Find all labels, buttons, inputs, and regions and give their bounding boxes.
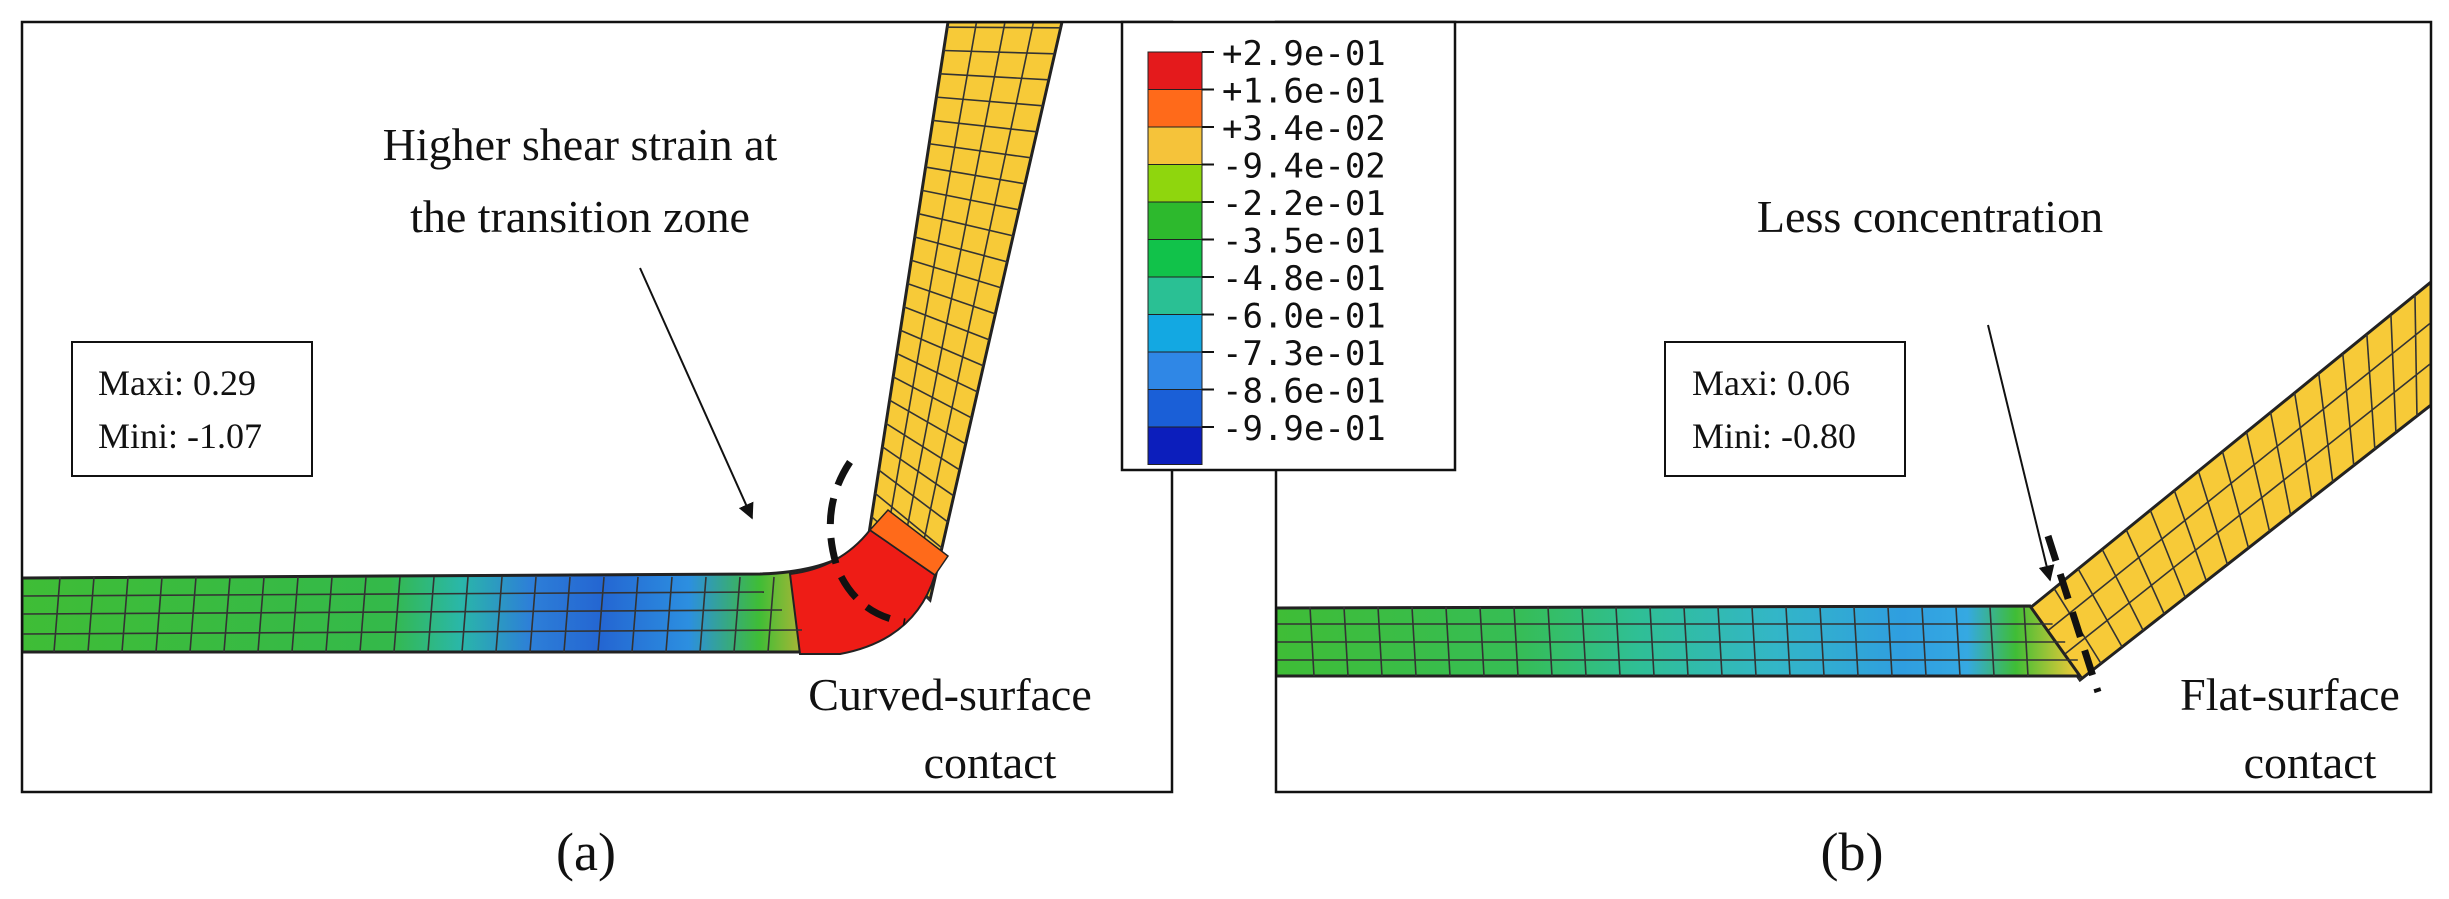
legend-label: -7.3e-01	[1222, 334, 1386, 374]
legend-color-bin	[1147, 164, 1203, 203]
panel-a-annotation-line1: Higher shear strain at	[383, 119, 778, 170]
legend-color-bin	[1147, 276, 1203, 315]
legend-label: -9.4e-02	[1222, 147, 1386, 187]
mesh-line	[597, 576, 605, 653]
mesh-line	[2293, 392, 2313, 499]
mesh-line	[155, 576, 163, 653]
panel-b-max-label: Maxi: 0.06	[1692, 363, 1850, 403]
legend-color-bin	[1147, 201, 1203, 240]
color-legend: +2.9e-01+1.6e-01+3.4e-02-9.4e-02-2.2e-01…	[1120, 20, 1457, 472]
panel-a-caption: (a)	[556, 822, 616, 882]
panel-a-transition-arc	[826, 460, 906, 626]
mesh-line	[23, 629, 803, 635]
mesh-line	[291, 576, 299, 653]
mesh-line	[23, 591, 765, 597]
panel-b-transition-line	[2044, 534, 2102, 694]
mesh-line	[2269, 412, 2292, 516]
legend-label: +2.9e-01	[1222, 34, 1386, 74]
mesh-line	[898, 23, 1006, 571]
mesh-line	[2197, 470, 2229, 565]
legend-color-bin	[1147, 426, 1203, 465]
mesh-line	[529, 576, 537, 653]
mesh-line	[2390, 314, 2397, 433]
panel-b-caption: (b)	[1821, 822, 1884, 882]
mesh-line	[461, 576, 469, 653]
panel-a-annotation-line2: the transition zone	[410, 191, 750, 242]
legend-color-bin	[1147, 51, 1203, 90]
mesh-line	[495, 576, 503, 653]
legend-label: +1.6e-01	[1222, 72, 1386, 112]
panel-a-contact-line1: Curved-surface	[808, 669, 1092, 720]
mesh-line	[359, 576, 367, 653]
mesh-line	[631, 576, 639, 653]
mesh-line	[913, 23, 1035, 586]
panel-a-min-label: Mini: -1.07	[98, 416, 262, 456]
panel-b: Less concentration Maxi: 0.06 Mini: -0.8…	[1274, 20, 2433, 882]
mesh-line	[87, 576, 95, 653]
mesh-line	[2245, 431, 2271, 532]
panel-a-arrow	[639, 267, 754, 520]
mesh-line	[257, 576, 265, 653]
legend-color-bin	[1147, 389, 1203, 428]
mesh-line	[2221, 451, 2250, 549]
panel-b-arrow	[1987, 324, 2055, 582]
mesh-line	[767, 576, 775, 653]
mesh-line	[2045, 322, 2430, 633]
legend-color-bin	[1147, 314, 1203, 353]
legend-color-bin	[1147, 126, 1203, 165]
mesh-line	[2173, 490, 2208, 582]
mesh-line	[393, 576, 401, 653]
legend-label: -4.8e-01	[1222, 259, 1386, 299]
mesh-line	[733, 576, 741, 653]
legend-color-bin	[1147, 89, 1203, 128]
mesh-line	[427, 576, 435, 653]
mesh-line	[2062, 362, 2430, 657]
mesh-line	[2101, 548, 2144, 631]
mesh-line	[189, 576, 197, 653]
panel-b-min-label: Mini: -0.80	[1692, 416, 1856, 456]
legend-label: -6.0e-01	[1222, 297, 1386, 337]
mesh-line	[325, 576, 333, 653]
mesh-line	[563, 576, 571, 653]
mesh-line	[121, 576, 129, 653]
panel-b-annotation: Less concentration	[1757, 191, 2103, 242]
legend-label: -8.6e-01	[1222, 372, 1386, 412]
mesh-line	[2414, 295, 2418, 417]
panel-a: Higher shear strain at the transition zo…	[20, 20, 1174, 882]
mesh-line	[882, 23, 978, 556]
mesh-line	[2125, 529, 2165, 615]
mesh-line	[699, 576, 707, 653]
mesh-line	[23, 609, 783, 615]
panel-a-contact-line2: contact	[924, 737, 1057, 788]
mesh-line	[2077, 568, 2123, 648]
panel-b-contact-line1: Flat-surface	[2180, 669, 2400, 720]
panel-a-bend-zone	[788, 528, 937, 655]
panel-a-orange-band	[868, 508, 950, 577]
legend-color-bin	[1147, 351, 1203, 390]
legend-label: -3.5e-01	[1222, 222, 1386, 262]
panel-a-max-label: Maxi: 0.29	[98, 363, 256, 403]
mesh-line	[2317, 373, 2334, 483]
panel-b-contact-line2: contact	[2244, 737, 2377, 788]
panel-b-range-box	[1664, 341, 1906, 477]
legend-label: -2.2e-01	[1222, 184, 1386, 224]
mesh-line	[2341, 353, 2355, 466]
panel-a-range-box	[71, 341, 313, 477]
mesh-line	[665, 576, 673, 653]
legend-color-bin	[1147, 239, 1203, 278]
mesh-line	[2366, 334, 2376, 450]
mesh-line	[2149, 509, 2187, 598]
legend-label: +3.4e-02	[1222, 109, 1386, 149]
legend-label: -9.9e-01	[1222, 409, 1386, 449]
mesh-line	[223, 576, 231, 653]
